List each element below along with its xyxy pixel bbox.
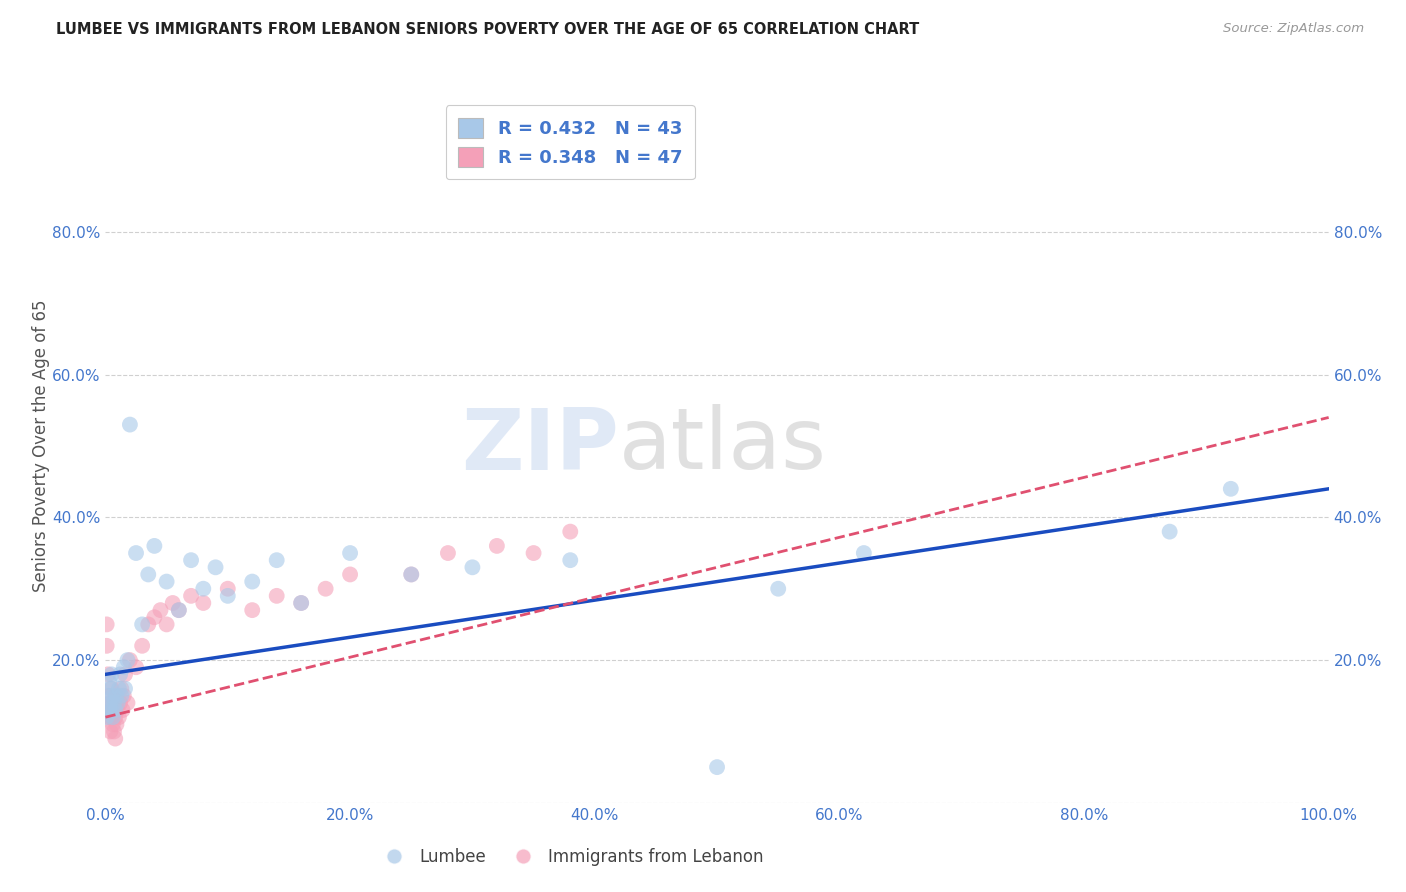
Point <box>111 703 134 717</box>
Point <box>98 674 121 689</box>
Point <box>339 567 361 582</box>
Point <box>136 567 159 582</box>
Point <box>1159 524 1181 539</box>
Point <box>104 703 127 717</box>
Point <box>96 639 118 653</box>
Point <box>162 596 184 610</box>
Point <box>1219 482 1241 496</box>
Point <box>100 681 122 696</box>
Y-axis label: Seniors Poverty Over the Age of 65: Seniors Poverty Over the Age of 65 <box>32 300 51 592</box>
Point <box>143 610 166 624</box>
Point <box>101 689 124 703</box>
Point <box>105 689 128 703</box>
Point <box>103 724 125 739</box>
Point <box>167 603 190 617</box>
Point <box>114 681 136 696</box>
Point <box>112 660 135 674</box>
Point <box>103 696 125 710</box>
Point <box>339 546 361 560</box>
Point <box>240 574 263 589</box>
Point <box>100 710 122 724</box>
Point <box>401 567 423 582</box>
Point <box>485 539 508 553</box>
Point <box>98 696 121 710</box>
Point <box>105 717 128 731</box>
Point <box>104 710 127 724</box>
Point <box>118 417 141 432</box>
Point <box>143 539 166 553</box>
Point <box>108 696 131 710</box>
Point <box>101 710 124 724</box>
Point <box>110 689 132 703</box>
Point <box>108 667 131 681</box>
Point <box>100 667 122 681</box>
Point <box>112 689 135 703</box>
Point <box>110 681 132 696</box>
Point <box>156 617 179 632</box>
Point <box>117 696 139 710</box>
Point <box>180 553 202 567</box>
Point <box>97 703 120 717</box>
Point <box>437 546 460 560</box>
Point <box>315 582 337 596</box>
Point <box>118 653 141 667</box>
Point <box>217 582 239 596</box>
Point <box>107 703 129 717</box>
Point <box>131 617 153 632</box>
Text: atlas: atlas <box>619 404 827 488</box>
Point <box>560 524 582 539</box>
Point <box>522 546 544 560</box>
Point <box>107 696 129 710</box>
Point <box>98 696 121 710</box>
Point <box>98 724 121 739</box>
Point <box>156 574 179 589</box>
Point <box>136 617 159 632</box>
Legend: Lumbee, Immigrants from Lebanon: Lumbee, Immigrants from Lebanon <box>371 842 769 873</box>
Point <box>560 553 582 567</box>
Point <box>193 596 215 610</box>
Point <box>98 681 121 696</box>
Point <box>131 639 153 653</box>
Point <box>100 703 122 717</box>
Point <box>180 589 202 603</box>
Point <box>101 703 124 717</box>
Point <box>117 653 139 667</box>
Point <box>96 710 118 724</box>
Text: Source: ZipAtlas.com: Source: ZipAtlas.com <box>1223 22 1364 36</box>
Point <box>97 689 120 703</box>
Point <box>98 689 121 703</box>
Point <box>98 703 121 717</box>
Point <box>217 589 239 603</box>
Point <box>706 760 728 774</box>
Point <box>461 560 484 574</box>
Point <box>125 546 148 560</box>
Point <box>240 603 263 617</box>
Point <box>193 582 215 596</box>
Point <box>204 560 226 574</box>
Point <box>108 710 131 724</box>
Point <box>114 667 136 681</box>
Point <box>266 553 288 567</box>
Point <box>108 681 131 696</box>
Point <box>266 589 288 603</box>
Point <box>104 731 127 746</box>
Point <box>98 710 121 724</box>
Text: ZIP: ZIP <box>461 404 619 488</box>
Point <box>290 596 312 610</box>
Point <box>125 660 148 674</box>
Point <box>768 582 790 596</box>
Point <box>852 546 875 560</box>
Point <box>97 667 120 681</box>
Point <box>149 603 172 617</box>
Text: LUMBEE VS IMMIGRANTS FROM LEBANON SENIORS POVERTY OVER THE AGE OF 65 CORRELATION: LUMBEE VS IMMIGRANTS FROM LEBANON SENIOR… <box>56 22 920 37</box>
Point <box>290 596 312 610</box>
Point <box>96 617 118 632</box>
Point <box>103 696 125 710</box>
Point <box>101 717 124 731</box>
Point <box>401 567 423 582</box>
Point <box>167 603 190 617</box>
